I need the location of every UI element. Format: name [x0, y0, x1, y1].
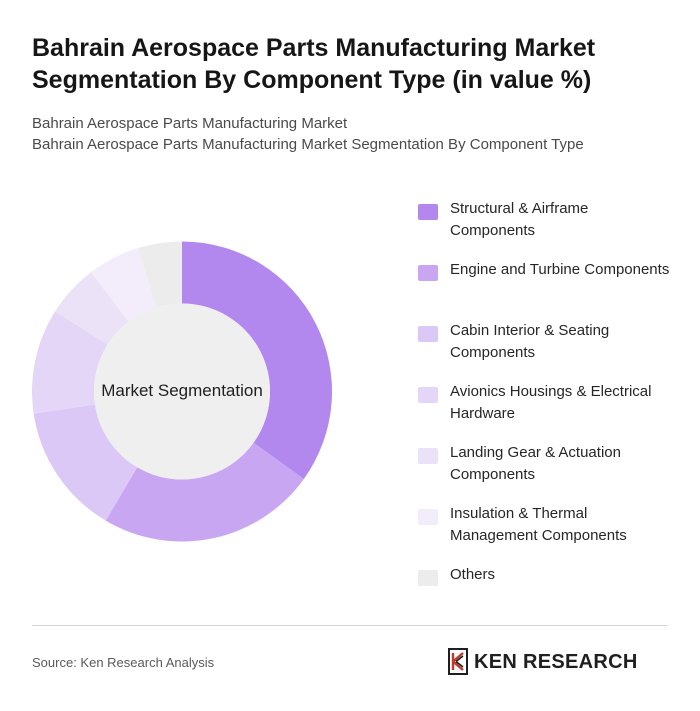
ken-research-logo-icon: [448, 648, 468, 675]
legend-swatch: [418, 204, 438, 220]
legend-label: Engine and Turbine Components: [450, 261, 670, 278]
ken-research-logo-text: KEN RESEARCH: [474, 651, 638, 673]
legend-label: Structural & Airframe Components: [450, 200, 589, 239]
legend-label: Cabin Interior & Seating Components: [450, 322, 610, 361]
donut-slice-1: [182, 241, 332, 479]
donut-slice-7: [138, 241, 182, 308]
donut-slice-3: [33, 404, 138, 521]
ken-research-logo: KEN RESEARCH: [447, 648, 669, 676]
legend-label: Insulation & Thermal Management Componen…: [450, 505, 627, 544]
legend-label: Others: [450, 566, 496, 583]
legend-swatch: [418, 509, 438, 525]
legend-swatch: [418, 265, 438, 281]
donut-slice-4: [32, 311, 108, 414]
legend-swatch: [418, 448, 438, 464]
chart-subtitle: Bahrain Aerospace Parts Manufacturing Ma…: [32, 113, 672, 155]
subtitle-line-2: Bahrain Aerospace Parts Manufacturing Ma…: [32, 136, 584, 153]
donut-slice-5: [55, 272, 129, 345]
source-note: Source: Ken Research Analysis: [32, 655, 215, 670]
legend-label: Landing Gear & Actuation Components: [450, 444, 621, 483]
legend-swatch: [418, 570, 438, 586]
donut-center-label: Market Segmentation: [101, 381, 263, 400]
donut-chart: [32, 241, 332, 542]
subtitle-line-1: Bahrain Aerospace Parts Manufacturing Ma…: [32, 115, 348, 132]
footer-divider: [32, 625, 668, 626]
legend-swatch: [418, 387, 438, 403]
donut-hole: [94, 303, 270, 480]
chart-title: Bahrain Aerospace Parts Manufacturing Ma…: [32, 34, 596, 94]
donut-slice-2: [105, 442, 304, 542]
legend-label: Avionics Housings & Electrical Hardware: [450, 383, 652, 422]
legend-swatch: [418, 326, 438, 342]
donut-slice-6: [90, 248, 157, 322]
